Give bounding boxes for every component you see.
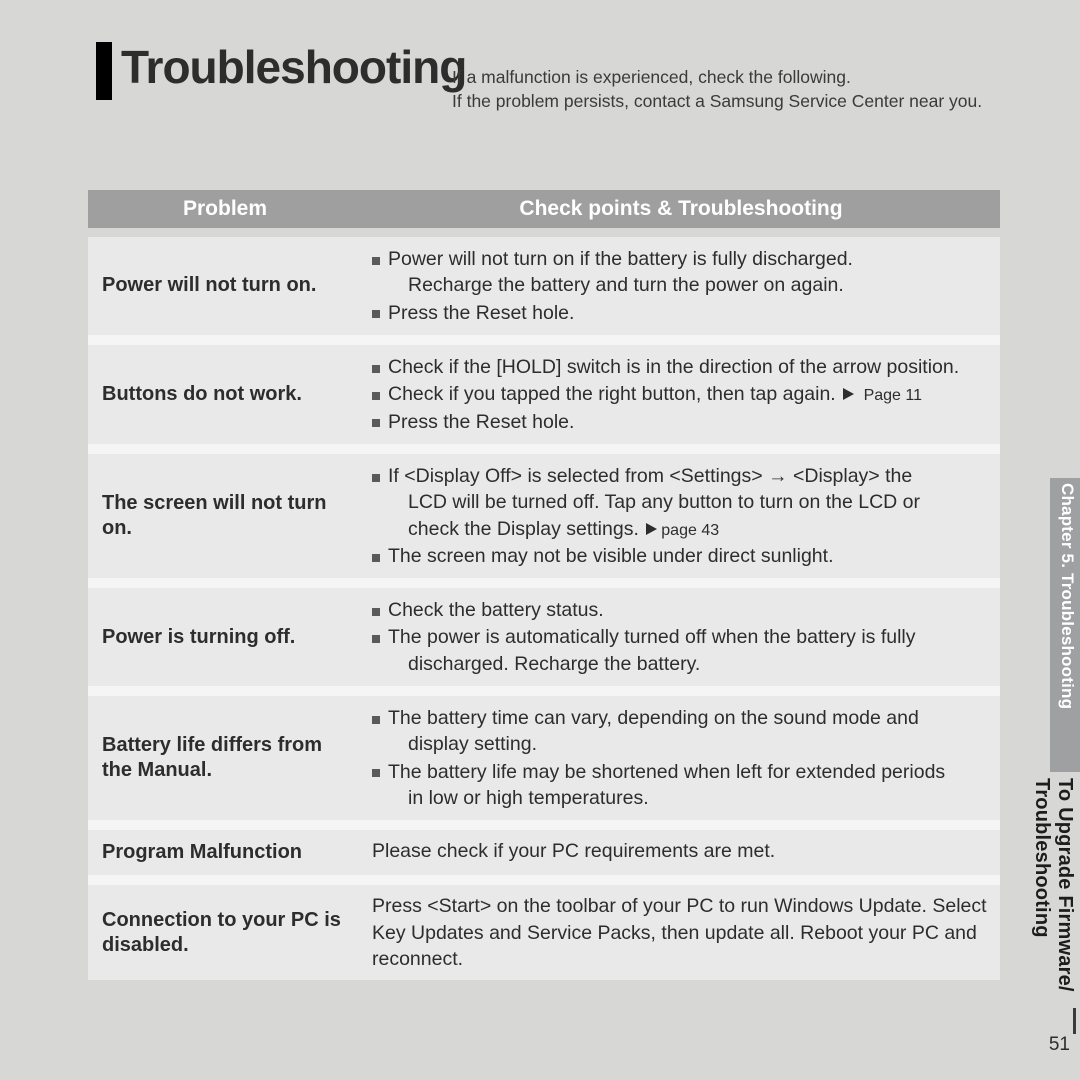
table-body: Power will not turn on. Power will not t… — [88, 237, 1000, 980]
intro-line-2: If the problem persists, contact a Samsu… — [452, 91, 982, 111]
header-problem: Problem — [88, 197, 362, 221]
table-row: Power is turning off. Check the battery … — [88, 588, 1000, 686]
problem-cell: Connection to your PC is disabled. — [88, 885, 362, 980]
plain-text: Please check if your PC requirements are… — [368, 838, 990, 864]
list-item: The battery time can vary, depending on … — [368, 705, 990, 758]
page-title: Troubleshooting — [121, 40, 466, 94]
problem-cell: Power will not turn on. — [88, 237, 362, 335]
list-item: The screen may not be visible under dire… — [368, 543, 990, 569]
troubleshooting-table: Problem Check points & Troubleshooting P… — [88, 190, 1000, 980]
check-cell: The battery time can vary, depending on … — [362, 696, 1000, 820]
problem-cell: Power is turning off. — [88, 588, 362, 686]
table-row: Program Malfunction Please check if your… — [88, 830, 1000, 875]
check-cell: Please check if your PC requirements are… — [362, 830, 1000, 875]
list-item: The power is automatically turned off wh… — [368, 624, 990, 677]
check-cell: Check the battery status. The power is a… — [362, 588, 1000, 686]
title-accent-bar — [96, 42, 112, 100]
problem-cell: The screen will not turn on. — [88, 454, 362, 578]
table-row: Battery life differs from the Manual. Th… — [88, 696, 1000, 820]
check-cell: Power will not turn on if the battery is… — [362, 237, 1000, 335]
list-item: Press the Reset hole. — [368, 300, 990, 326]
side-topic-b: Troubleshooting — [1030, 778, 1053, 938]
table-header: Problem Check points & Troubleshooting — [88, 190, 1000, 228]
list-item: The battery life may be shortened when l… — [368, 759, 990, 812]
list-item: Check the battery status. — [368, 597, 990, 623]
plain-text: Press <Start> on the toolbar of your PC … — [368, 893, 990, 972]
list-item: Press the Reset hole. — [368, 409, 990, 435]
table-row: Buttons do not work. Check if the [HOLD]… — [88, 345, 1000, 444]
intro-text: If a malfunction is experienced, check t… — [452, 66, 982, 113]
problem-cell: Battery life differs from the Manual. — [88, 696, 362, 820]
table-row: The screen will not turn on. If <Display… — [88, 454, 1000, 578]
table-row: Connection to your PC is disabled. Press… — [88, 885, 1000, 980]
triangle-icon — [843, 388, 854, 400]
side-chapter-label: Chapter 5. Troubleshooting — [1057, 483, 1077, 709]
page-number: 51 — [1049, 1034, 1070, 1056]
page-number-bar — [1073, 1008, 1076, 1034]
triangle-icon — [646, 523, 657, 535]
problem-cell: Buttons do not work. — [88, 345, 362, 444]
header-check: Check points & Troubleshooting — [362, 197, 1000, 221]
problem-cell: Program Malfunction — [88, 830, 362, 875]
table-row: Power will not turn on. Power will not t… — [88, 237, 1000, 335]
list-item: Check if you tapped the right button, th… — [368, 381, 990, 407]
list-item: Check if the [HOLD] switch is in the dir… — [368, 354, 990, 380]
list-item: If <Display Off> is selected from <Setti… — [368, 463, 990, 542]
list-item: Power will not turn on if the battery is… — [368, 246, 990, 299]
side-topic-a: To Upgrade Firmware/ — [1053, 778, 1076, 992]
intro-line-1: If a malfunction is experienced, check t… — [452, 67, 851, 87]
check-cell: If <Display Off> is selected from <Setti… — [362, 454, 1000, 578]
check-cell: Press <Start> on the toolbar of your PC … — [362, 885, 1000, 980]
check-cell: Check if the [HOLD] switch is in the dir… — [362, 345, 1000, 444]
